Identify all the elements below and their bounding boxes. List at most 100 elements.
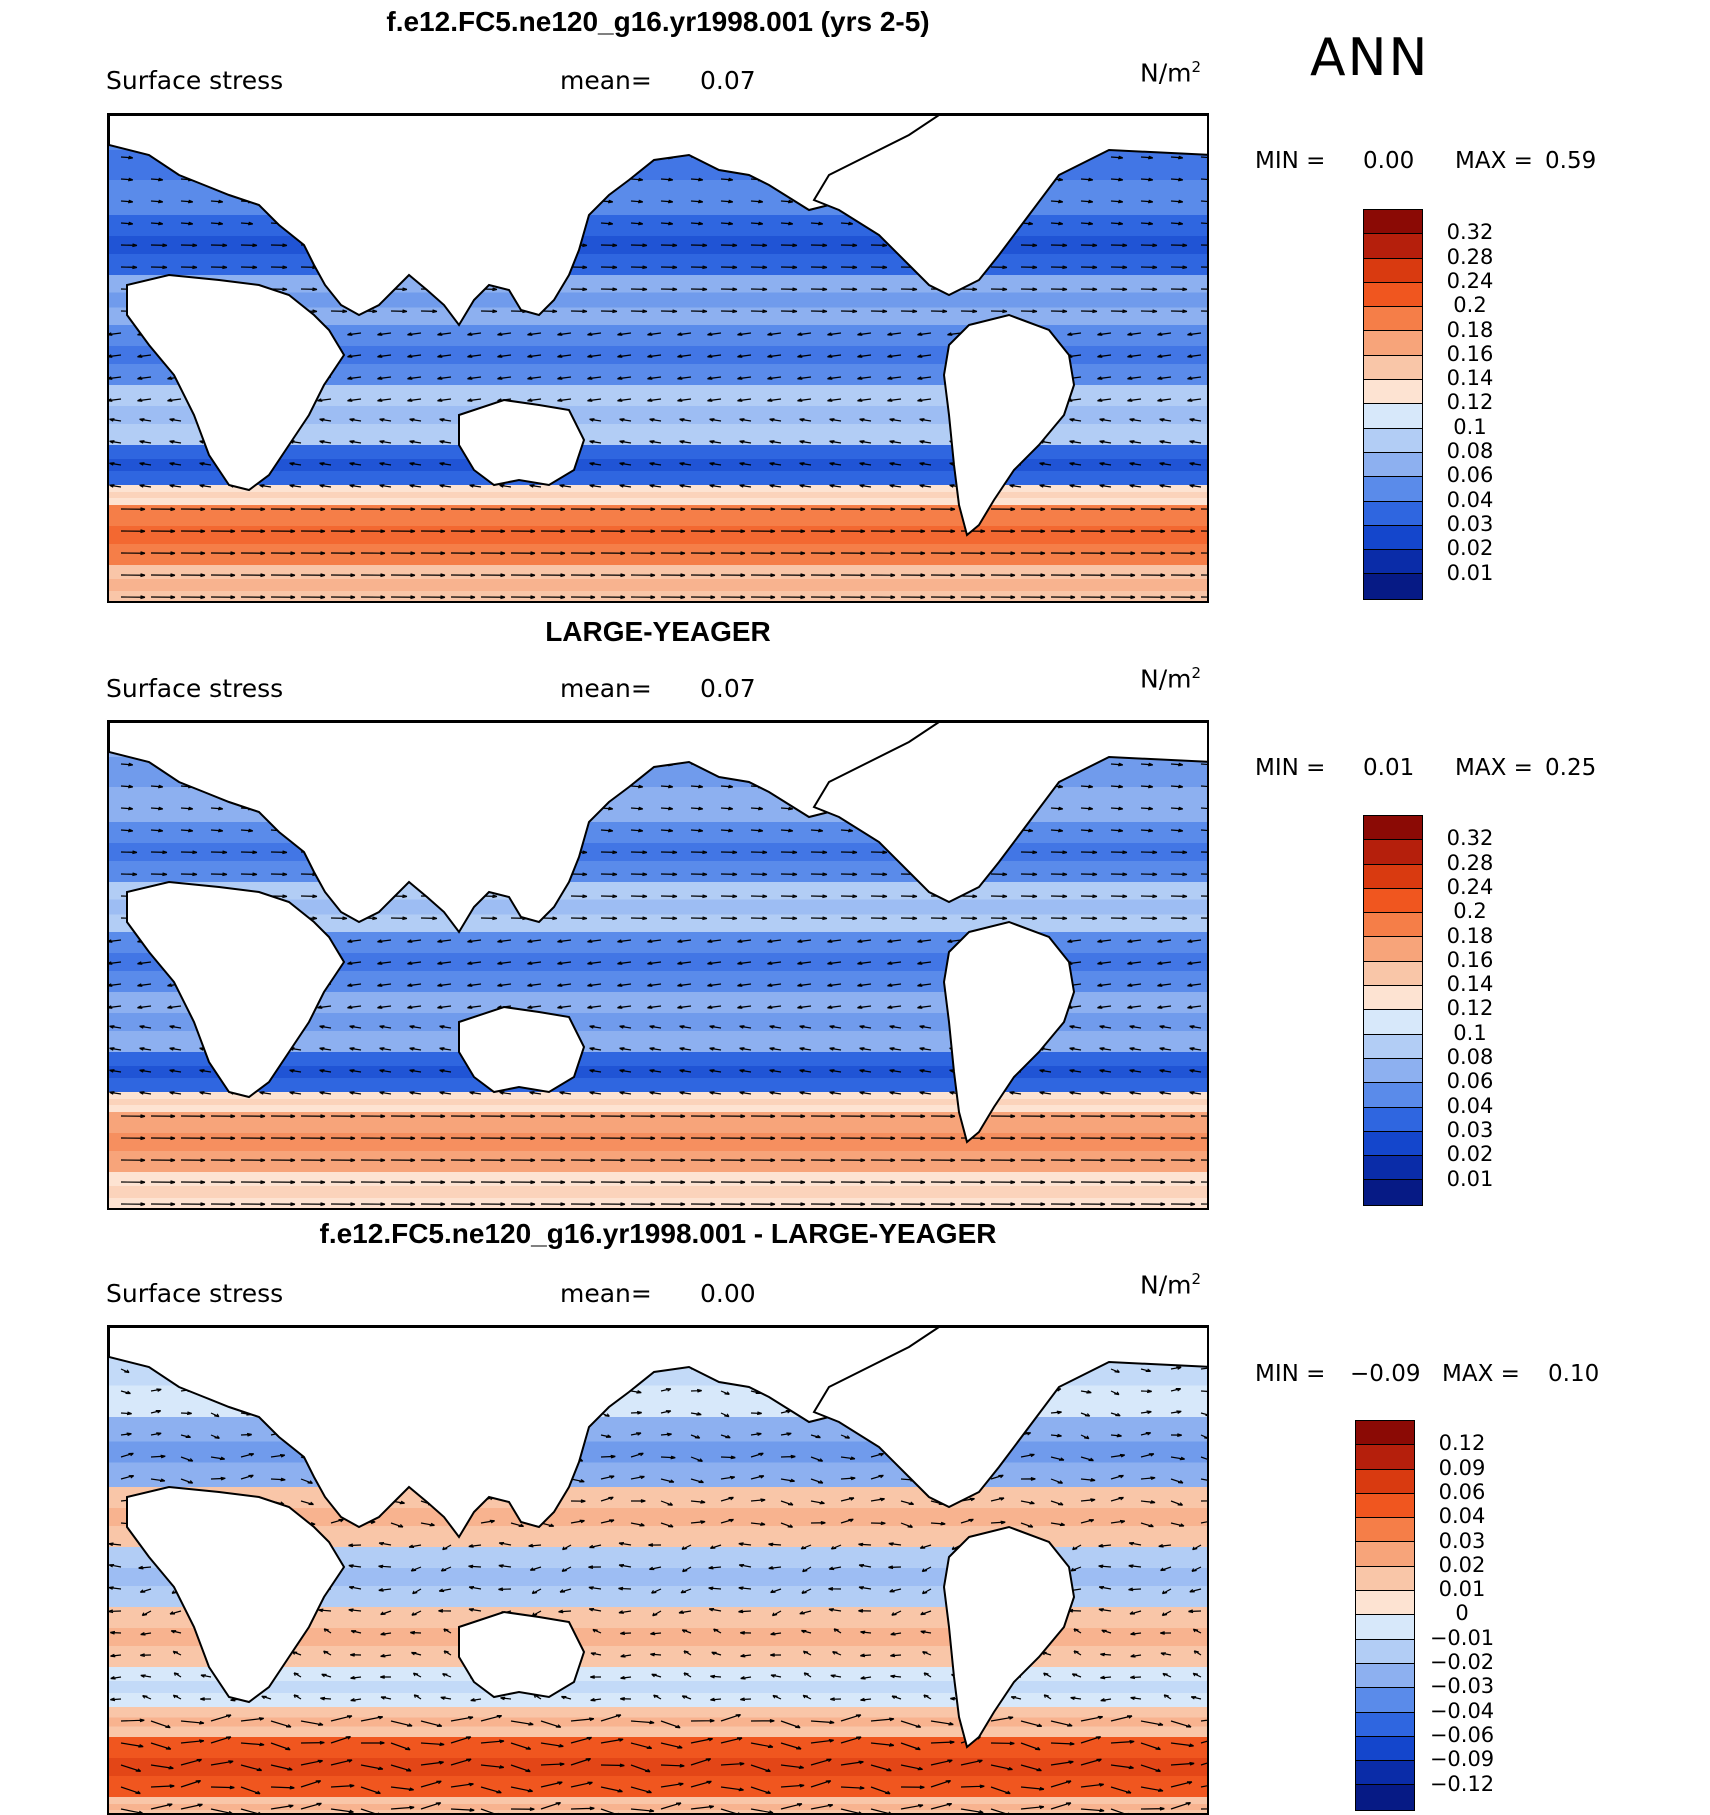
stress-arrow xyxy=(1110,1715,1133,1722)
stress-arrow xyxy=(360,1808,379,1813)
stress-arrow xyxy=(840,1136,866,1141)
stress-arrow xyxy=(600,1496,614,1502)
stress-arrow xyxy=(1200,763,1207,766)
stress-arrow xyxy=(443,1650,452,1656)
stress-arrow xyxy=(360,551,386,556)
stress-arrow xyxy=(720,265,738,270)
stress-arrow xyxy=(180,1180,206,1185)
stress-arrow xyxy=(840,916,858,921)
stress-arrow xyxy=(540,1742,564,1748)
stress-arrow xyxy=(450,507,476,512)
stress-arrow xyxy=(180,1158,206,1163)
stress-arrow xyxy=(690,806,704,811)
stress-arrow xyxy=(120,199,134,204)
stress-arrow xyxy=(1140,155,1154,160)
stress-arrow xyxy=(900,551,926,556)
stress-arrow xyxy=(769,440,782,444)
stress-arrow xyxy=(870,1764,892,1772)
stress-arrow xyxy=(870,551,896,556)
stress-arrow xyxy=(300,529,326,534)
stress-arrow xyxy=(737,983,752,987)
stress-arrow xyxy=(990,1741,1015,1746)
stress-arrow xyxy=(857,961,872,965)
stress-arrow xyxy=(630,1742,653,1750)
stress-arrow xyxy=(690,287,708,292)
colorbar-tick-label: 0.12 xyxy=(1438,1431,1486,1456)
panel-1-max-value: 0.59 xyxy=(1545,148,1597,174)
stress-arrow xyxy=(377,1005,392,1009)
colorbar-swatch xyxy=(1364,574,1422,599)
stress-arrow xyxy=(1200,1115,1207,1117)
stress-arrow xyxy=(439,440,452,444)
stress-arrow xyxy=(1140,287,1158,292)
stress-arrow xyxy=(678,1610,692,1614)
stress-arrow xyxy=(990,507,1016,512)
stress-arrow xyxy=(600,221,614,226)
colorbar-tick-label: 0.01 xyxy=(1438,1577,1486,1602)
stress-arrow xyxy=(900,309,918,314)
stress-arrow xyxy=(1157,961,1172,965)
stress-arrow xyxy=(750,1786,771,1795)
stress-arrow xyxy=(480,1114,506,1119)
stress-arrow xyxy=(440,1696,452,1700)
stress-arrow xyxy=(923,1672,932,1678)
stress-arrow xyxy=(1110,894,1128,899)
stress-arrow xyxy=(498,1564,512,1568)
stress-arrow xyxy=(1200,1740,1207,1744)
stress-arrow xyxy=(857,1005,872,1009)
stress-arrow xyxy=(858,1608,872,1613)
stress-arrow xyxy=(900,1742,921,1751)
stress-arrow xyxy=(750,872,768,877)
stress-arrow xyxy=(1050,1456,1065,1461)
map-plot xyxy=(109,115,1207,601)
stress-arrow xyxy=(630,1180,656,1185)
stress-arrow xyxy=(409,1025,422,1029)
stress-arrow xyxy=(210,1714,232,1722)
stress-arrow xyxy=(150,1114,176,1119)
stress-arrow xyxy=(827,939,842,943)
stress-arrow xyxy=(830,1544,842,1550)
stress-arrow xyxy=(617,939,632,943)
stress-arrow xyxy=(780,806,794,811)
stress-arrow xyxy=(1050,287,1068,292)
stress-arrow xyxy=(630,784,644,789)
stress-arrow xyxy=(420,1202,446,1207)
colorbar-tick-label: 0.28 xyxy=(1446,244,1494,269)
stress-arrow xyxy=(270,573,296,578)
stress-arrow xyxy=(360,1180,386,1185)
stress-arrow xyxy=(150,507,176,512)
stress-arrow xyxy=(1080,1478,1096,1482)
colorbar-swatch xyxy=(1356,1761,1414,1786)
stress-arrow xyxy=(360,1158,386,1163)
stress-arrow xyxy=(679,1025,692,1029)
stress-arrow xyxy=(1140,1180,1166,1185)
stress-arrow xyxy=(750,595,776,600)
stress-arrow xyxy=(930,1158,956,1163)
stress-arrow xyxy=(709,418,722,422)
stress-arrow xyxy=(619,1091,632,1095)
stress-arrow xyxy=(660,872,678,877)
stress-arrow xyxy=(587,961,602,965)
stress-arrow xyxy=(570,1478,585,1483)
stress-arrow xyxy=(1170,507,1196,512)
stress-arrow xyxy=(810,1158,836,1163)
stress-arrow xyxy=(390,573,416,578)
stress-arrow xyxy=(300,1500,314,1506)
stress-arrow xyxy=(1050,1802,1072,1810)
stress-arrow xyxy=(1193,1650,1202,1656)
stress-arrow xyxy=(289,1091,302,1095)
stress-arrow xyxy=(109,332,122,336)
colorbar-tick-label: 0.08 xyxy=(1446,1045,1494,1069)
stress-arrow xyxy=(390,1742,411,1751)
stress-arrow xyxy=(690,1758,712,1766)
stress-arrow xyxy=(990,309,1008,314)
stress-arrow xyxy=(570,529,596,534)
stress-arrow xyxy=(557,354,572,358)
stress-arrow xyxy=(1127,332,1142,336)
stress-arrow xyxy=(420,1780,442,1788)
stress-arrow xyxy=(319,418,332,422)
stress-arrow xyxy=(120,872,138,877)
stress-arrow xyxy=(920,1630,932,1634)
stress-arrow xyxy=(827,376,842,380)
stress-arrow xyxy=(240,1136,266,1141)
